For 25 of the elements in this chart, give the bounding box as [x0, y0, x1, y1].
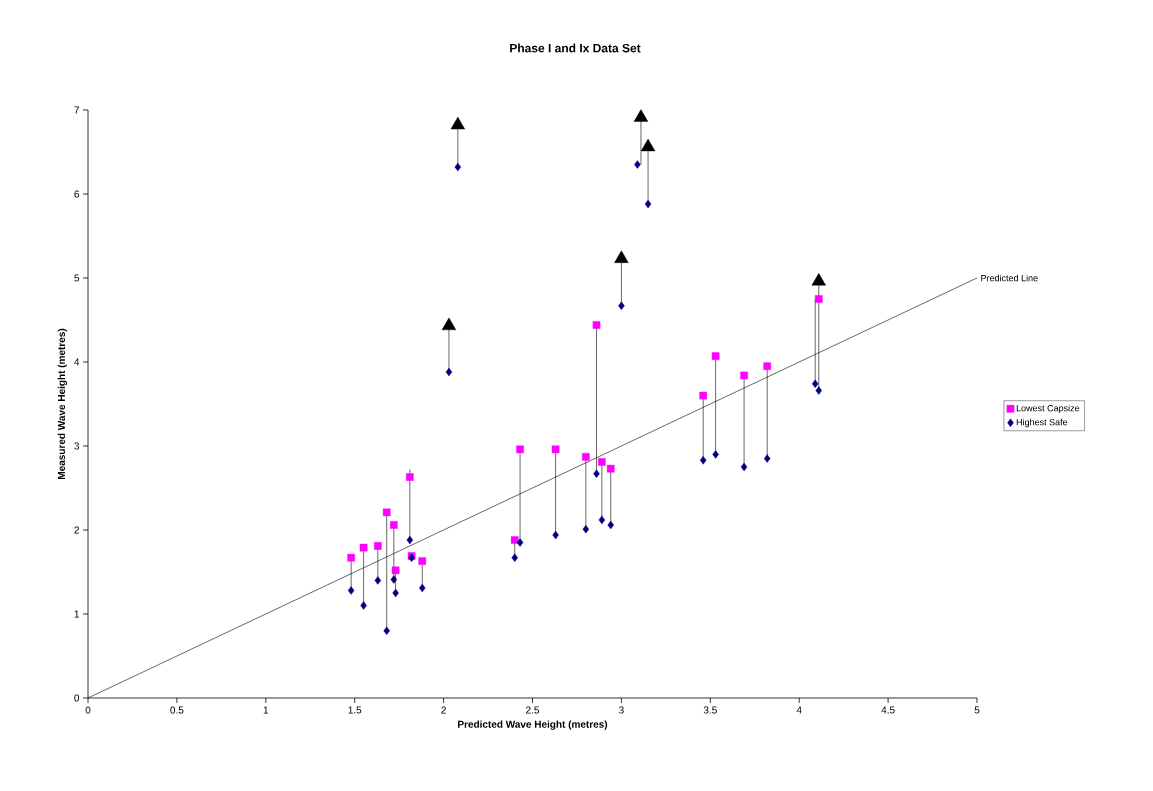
chart-title: Phase I and Ix Data Set: [510, 43, 641, 53]
x-axis-title: Predicted Wave Height (metres): [458, 720, 608, 730]
y-tick-label: 0: [74, 694, 80, 702]
x-tick-label: 5: [974, 706, 980, 714]
y-tick-label: 5: [74, 274, 80, 282]
x-tick-label: 1.5: [348, 706, 362, 714]
x-tick-label: 0: [85, 706, 91, 714]
x-tick-label: 3: [619, 706, 624, 714]
x-tick-label: 3.5: [703, 706, 717, 714]
y-tick-label: 7: [74, 106, 79, 114]
x-tick-label: 4: [796, 706, 802, 714]
series-label: Predicted Line: [981, 274, 1038, 282]
x-tick-label: 1: [263, 706, 269, 714]
x-tick-label: 2.5: [526, 706, 540, 714]
y-axis-title: Measured Wave Height (metres): [57, 328, 68, 479]
y-tick-label: 3: [74, 442, 80, 450]
x-tick-label: 0.5: [170, 706, 184, 714]
y-tick-label: 6: [74, 190, 80, 198]
y-tick-label: 4: [74, 358, 80, 366]
y-tick-label: 1: [74, 610, 79, 618]
y-tick-label: 2: [74, 526, 79, 534]
legend-label: Lowest Capsize: [1016, 404, 1080, 414]
x-tick-label: 2: [441, 706, 446, 714]
legend-label: Highest Safe: [1016, 418, 1068, 428]
x-tick-label: 4.5: [881, 706, 895, 714]
